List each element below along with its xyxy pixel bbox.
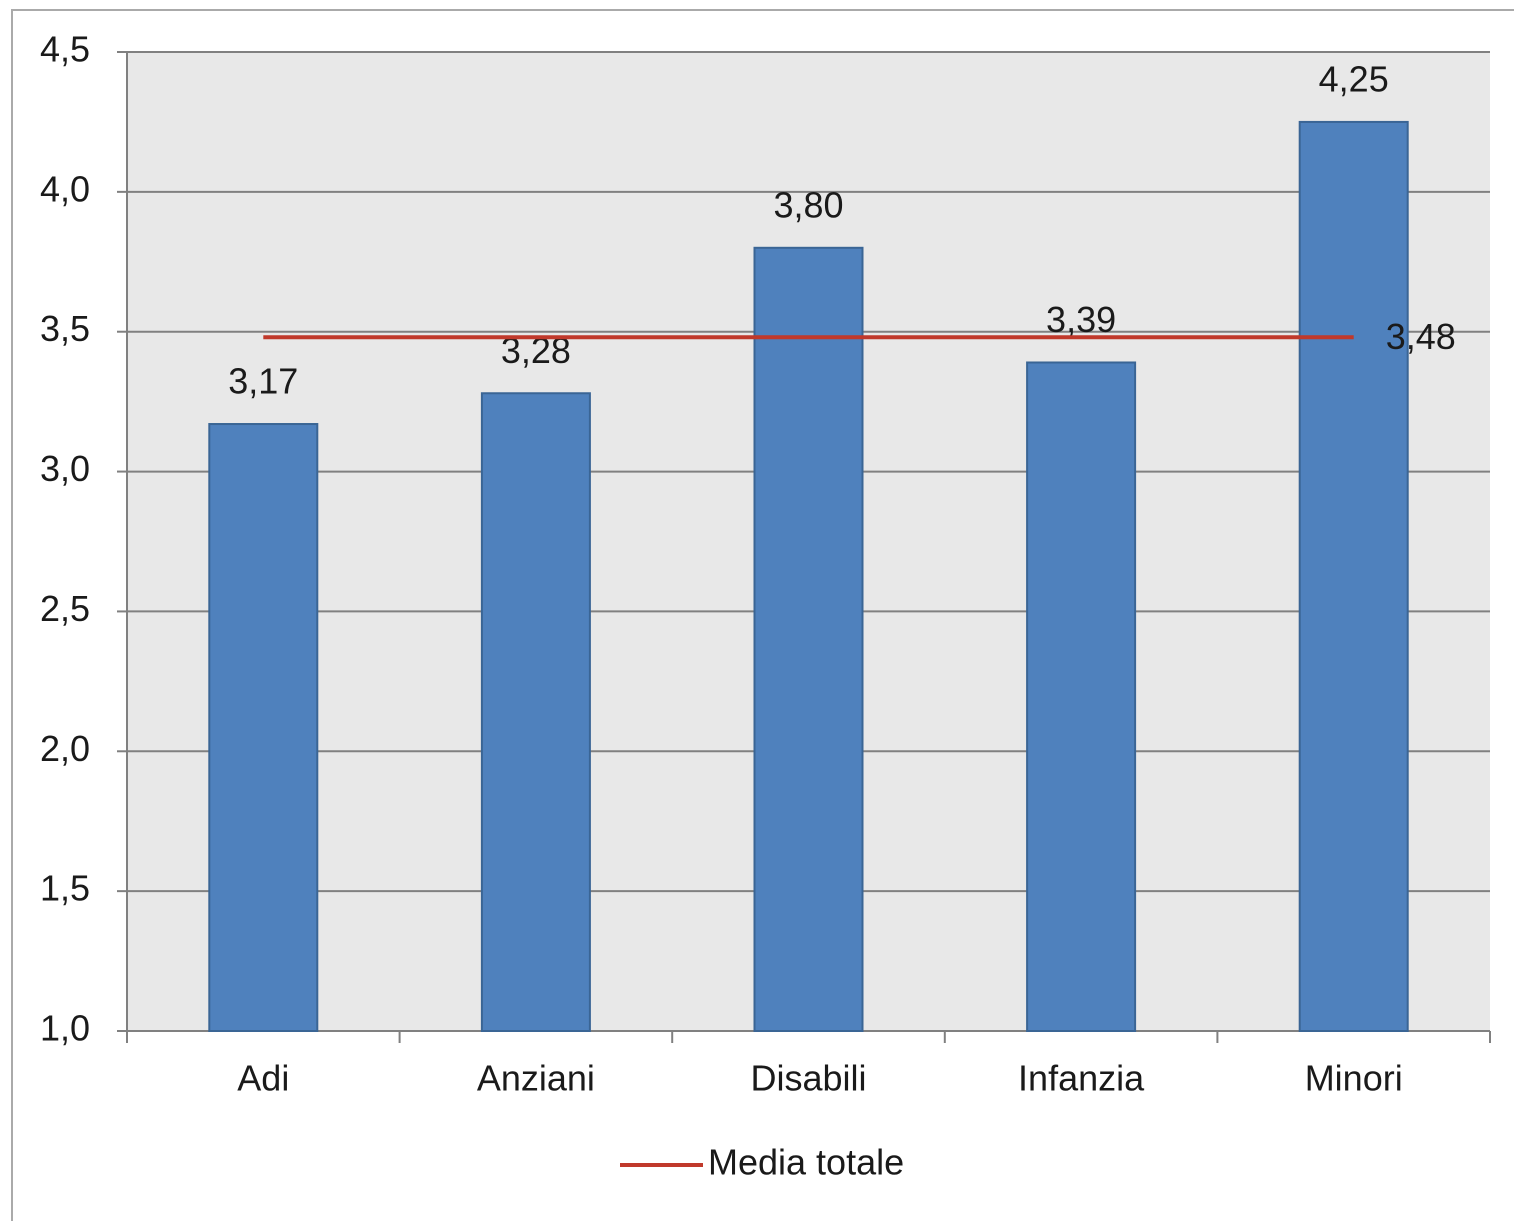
bar [1026,361,1137,1032]
y-tick-label: 2,0 [40,728,90,769]
bar [208,423,319,1032]
bar [480,392,591,1033]
y-tick-label: 1,0 [40,1008,90,1049]
y-tick-label: 4,0 [40,168,90,209]
y-tick-label: 2,5 [40,588,90,629]
bar [753,246,864,1033]
value-label: 3,17 [228,361,298,402]
x-tick-label: Anziani [477,1058,595,1099]
y-tick-label: 1,5 [40,868,90,909]
x-tick-label: Infanzia [1018,1058,1145,1099]
value-label: 3,80 [773,184,843,225]
x-tick-label: Adi [237,1058,289,1099]
value-label: 4,25 [1319,58,1389,99]
bar [1298,120,1409,1032]
y-tick-label: 3,5 [40,308,90,349]
y-tick-label: 3,0 [40,448,90,489]
reference-label: 3,48 [1386,316,1456,357]
legend-label: Media totale [708,1142,904,1183]
x-tick-label: Minori [1305,1058,1403,1099]
x-tick-label: Disabili [750,1058,866,1099]
value-label: 3,39 [1046,299,1116,340]
y-tick-label: 4,5 [40,29,90,70]
